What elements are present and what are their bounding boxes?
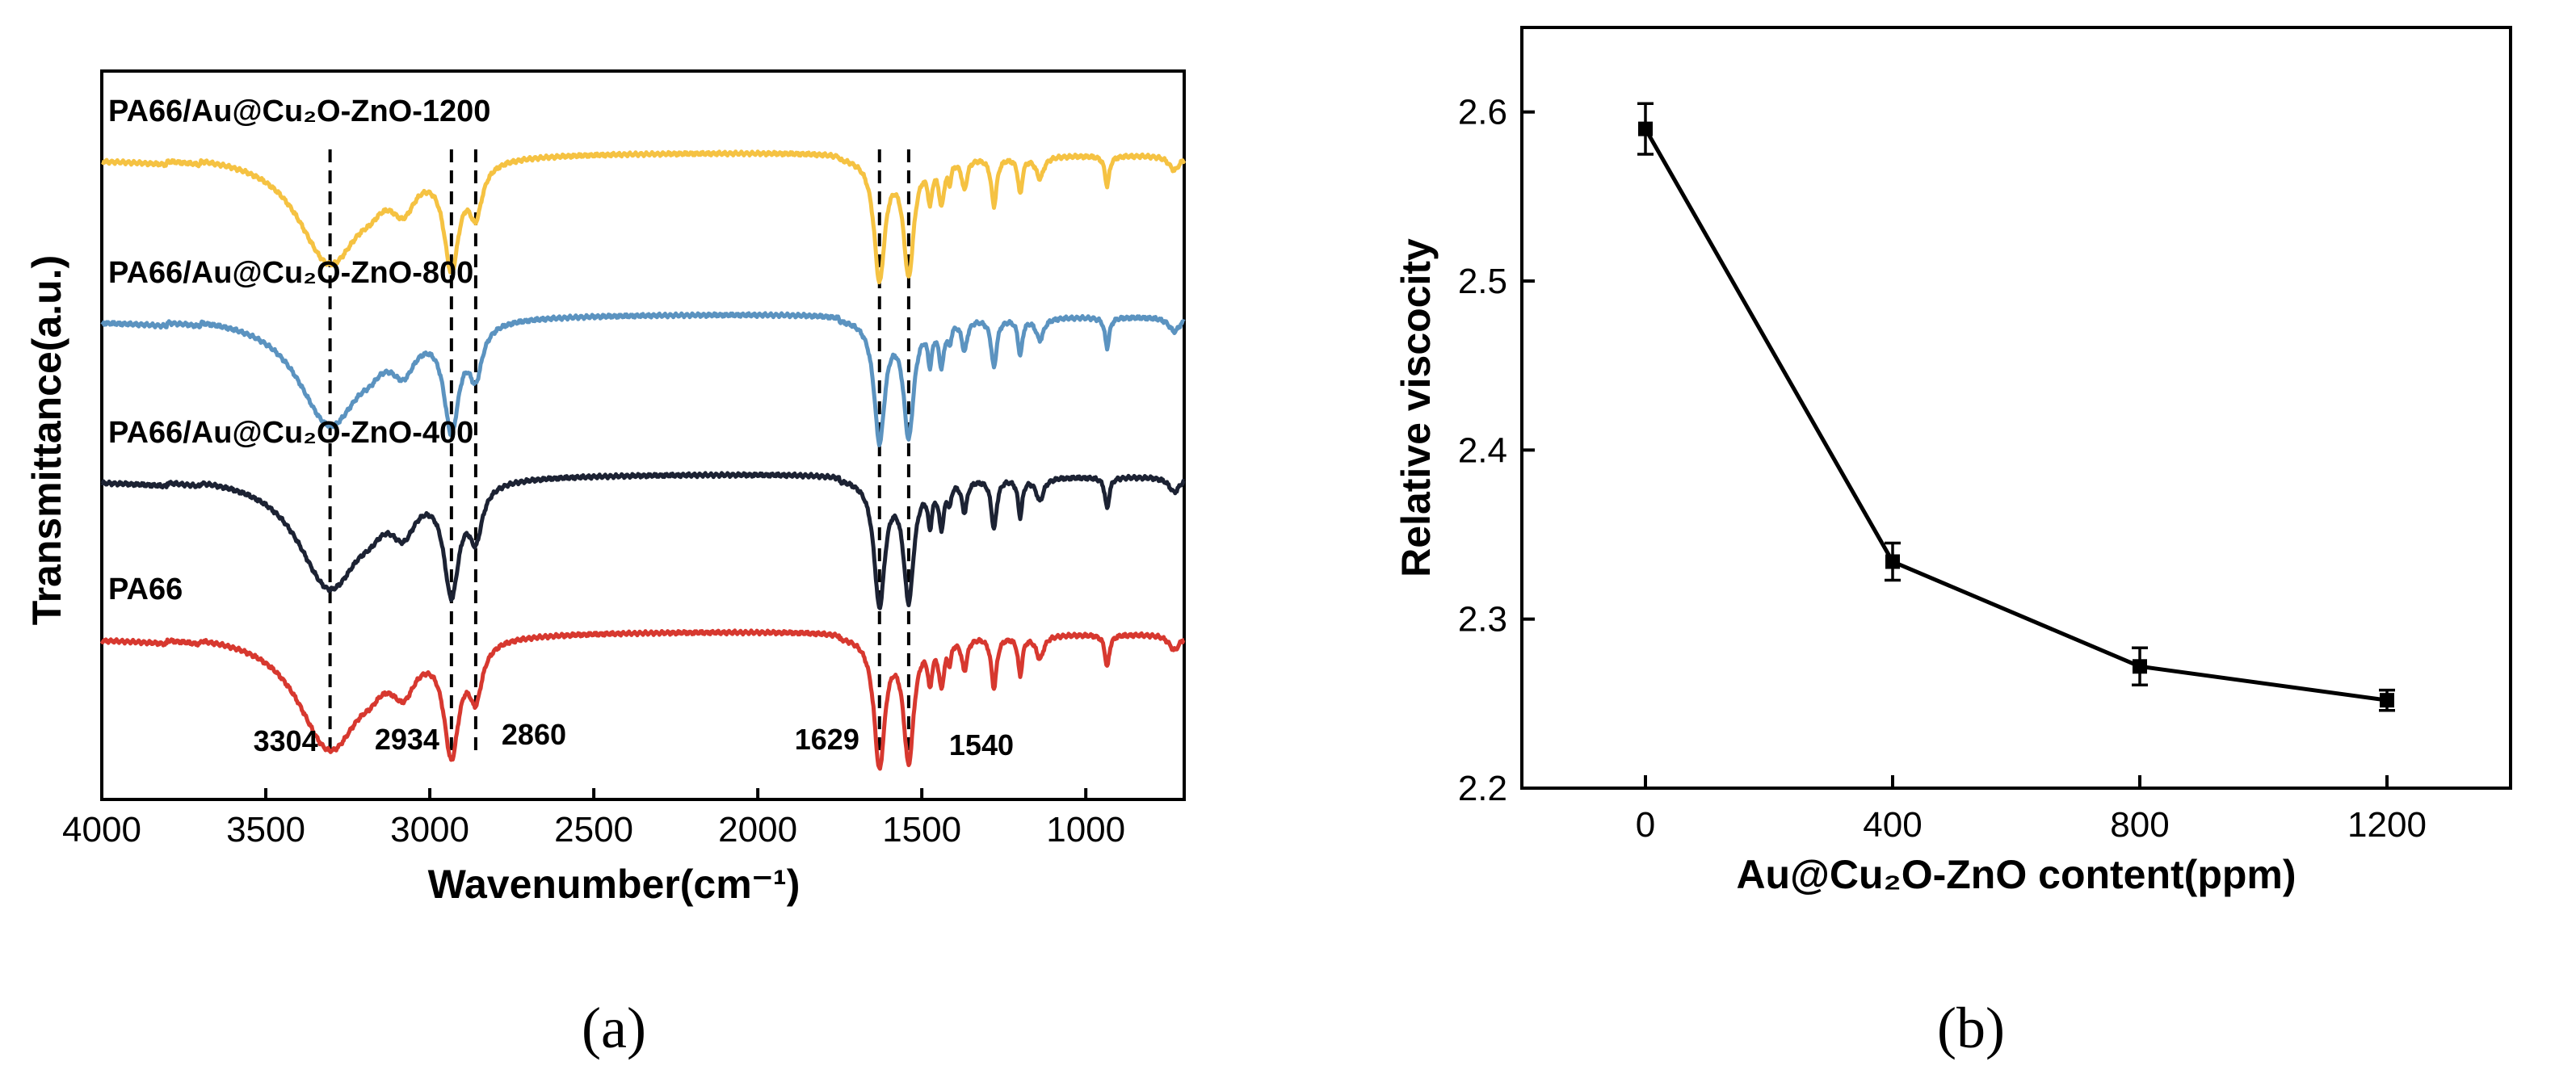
ftir-x-tick-label: 1500	[882, 810, 961, 850]
ftir-x-axis-title: Wavenumber(cm⁻¹)	[428, 862, 801, 907]
ftir-spectrum-line	[100, 471, 1186, 610]
ftir-spectrum-line	[100, 149, 1187, 285]
ftir-peak-label: 1629	[795, 723, 859, 756]
ftir-peak-label: 2860	[502, 718, 566, 751]
viscosity-y-tick-label: 2.5	[1458, 262, 1507, 301]
viscosity-x-ticks: 0 400 800 1200	[1636, 775, 2427, 845]
ftir-x-tick-label: 4000	[62, 810, 141, 850]
viscosity-point	[1638, 121, 1653, 136]
panel-label-b: (b)	[1937, 996, 2005, 1060]
viscosity-series	[1637, 102, 2395, 712]
viscosity-y-axis-title: Relative viscocity	[1393, 238, 1439, 577]
viscosity-x-tick-label: 400	[1863, 805, 1922, 845]
ftir-peak-label: 3304	[254, 724, 318, 757]
viscosity-x-axis-title: Au@Cu₂O-ZnO content(ppm)	[1736, 852, 2296, 897]
viscosity-y-tick-label: 2.6	[1458, 93, 1507, 132]
viscosity-point	[1885, 554, 1900, 569]
ftir-x-tick-label: 2500	[554, 810, 633, 850]
viscosity-y-tick-label: 2.4	[1458, 430, 1507, 470]
ftir-series-label: PA66	[108, 573, 183, 606]
ftir-x-tick-label: 2000	[718, 810, 797, 850]
ftir-peak-label: 1540	[949, 728, 1014, 761]
viscosity-y-tick-label: 2.3	[1458, 600, 1507, 640]
ftir-panel: 4000 3500 3000 2500 2000 1500 1000 PA66/Au@Cu₂…	[24, 69, 1187, 1060]
viscosity-line	[1643, 128, 2388, 703]
ftir-series-label: PA66/Au@Cu₂O-ZnO-400	[108, 416, 473, 450]
viscosity-panel: 0 400 800 1200 2.2 2.3 2.4 2.5 2.6 Au@Cu₂O-ZnO …	[1393, 26, 2512, 1060]
ftir-x-tick-label: 1000	[1046, 810, 1125, 850]
ftir-spectrum-line	[99, 628, 1186, 771]
viscosity-plot-frame	[1520, 26, 2512, 790]
viscosity-point	[2133, 659, 2147, 674]
ftir-series-label: PA66/Au@Cu₂O-ZnO-800	[108, 256, 473, 290]
viscosity-x-tick-label: 800	[2110, 805, 2169, 845]
viscosity-x-tick-label: 0	[1636, 805, 1655, 845]
viscosity-y-tick-label: 2.2	[1458, 769, 1507, 808]
ftir-peak-markers	[328, 149, 910, 751]
ftir-plot-frame	[100, 69, 1186, 801]
ftir-series-labels: PA66/Au@Cu₂O-ZnO-1200 PA66/Au@Cu₂O-ZnO-80…	[108, 94, 490, 606]
ftir-x-tick-label: 3500	[226, 810, 305, 850]
ftir-spectra	[99, 149, 1187, 771]
panel-label-a: (a)	[582, 996, 646, 1060]
ftir-x-ticks: 4000 3500 3000 2500 2000 1500 1000	[62, 788, 1125, 850]
viscosity-x-tick-label: 1200	[2347, 805, 2427, 845]
ftir-x-tick-label: 3000	[390, 810, 469, 850]
ftir-peak-labels: 3304 2934 2860 1629 1540	[254, 718, 1014, 761]
viscosity-point	[2380, 693, 2394, 708]
ftir-peak-label: 2934	[375, 723, 439, 756]
ftir-series-label: PA66/Au@Cu₂O-ZnO-1200	[108, 94, 490, 128]
viscosity-y-ticks: 2.2 2.3 2.4 2.5 2.6	[1458, 93, 1535, 808]
ftir-y-axis-title: Transmittance(a.u.)	[24, 255, 69, 625]
ftir-spectrum-line	[100, 311, 1186, 447]
